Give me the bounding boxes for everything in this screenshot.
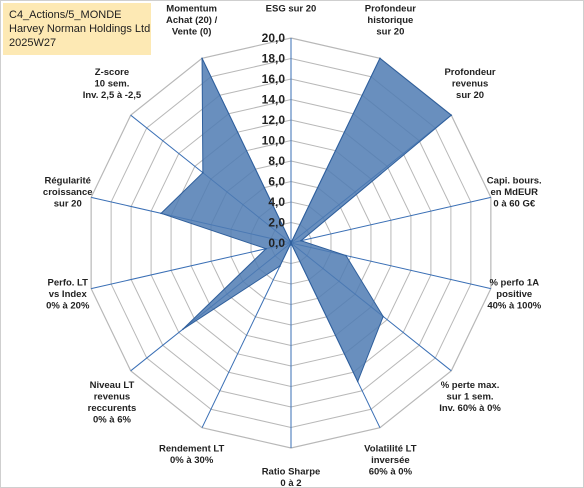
data-point	[300, 239, 302, 242]
axis-label: Profondeur historique sur 20	[365, 3, 416, 37]
axis-label: Capi. bours. en MdEUR 0 à 60 G€	[487, 175, 542, 209]
chart-title-box: C4_Actions/5_MONDE Harvey Norman Holding…	[3, 3, 151, 55]
data-point	[201, 57, 203, 60]
title-line-1: C4_Actions/5_MONDE	[9, 9, 122, 21]
tick-label: 20,0	[262, 31, 286, 45]
axis-label: % perfo 1A positive 40% à 100%	[487, 277, 541, 311]
tick-label: 8,0	[268, 154, 285, 168]
tick-label: 12,0	[262, 113, 286, 127]
data-series-area	[160, 57, 453, 383]
title-line-3: 2025W27	[9, 37, 57, 49]
data-point	[345, 254, 347, 257]
axis-label: Rendement LT 0% à 30%	[159, 444, 224, 467]
tick-label: 14,0	[262, 93, 286, 107]
tick-label: 0,0	[268, 236, 285, 250]
title-line-2: Harvey Norman Holdings Ltd	[9, 23, 151, 35]
data-point	[202, 171, 204, 174]
axis-label: Régularité croissance sur 20	[43, 175, 93, 209]
tick-label: 6,0	[268, 175, 285, 189]
axis-label: Profondeur revenus sur 20	[444, 67, 495, 101]
axis-label: Z-score 10 sem. Inv. 2,5 à -2,5	[83, 67, 142, 101]
tick-label: 2,0	[268, 216, 285, 230]
data-point	[382, 315, 384, 318]
axis-label: Perfo. LT vs Index 0% à 20%	[46, 277, 90, 311]
data-point	[265, 247, 267, 250]
axis-label: % perte max. sur 1 sem. Inv. 60% à 0%	[439, 380, 501, 414]
data-point	[279, 265, 281, 267]
data-point	[450, 114, 453, 116]
data-point	[160, 212, 162, 215]
tick-label: 10,0	[262, 134, 286, 148]
axis-spoke	[201, 242, 292, 428]
data-point	[379, 57, 381, 60]
axis-label: Niveau LT revenus reccurents 0% à 6%	[88, 380, 137, 426]
tick-label: 18,0	[262, 52, 286, 66]
axis-label: Ratio Sharpe 0 à 2	[262, 466, 321, 488]
tick-label: 4,0	[268, 195, 285, 209]
data-point	[182, 328, 184, 331]
data-point	[356, 380, 359, 383]
tick-label: 16,0	[262, 72, 286, 86]
axis-spoke	[91, 242, 292, 290]
axis-label: Momentum Achat (20) / Vente (0)	[166, 3, 218, 37]
axis-spoke	[290, 196, 491, 244]
data-point	[290, 242, 292, 244]
axis-label: Volatilité LT inversée 60% à 0%	[364, 444, 417, 478]
axis-label: NoteESG sur 20	[266, 0, 317, 15]
